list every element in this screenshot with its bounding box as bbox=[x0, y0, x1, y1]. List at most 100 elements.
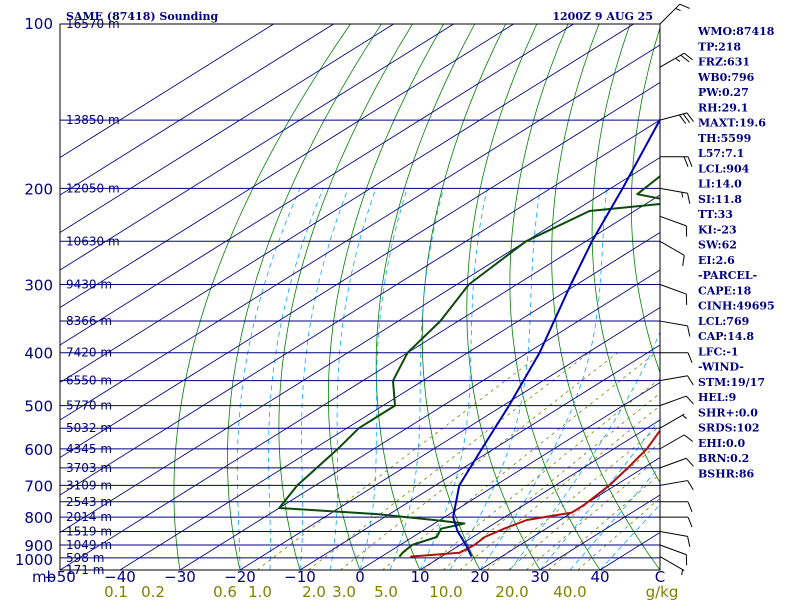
height-label: 1049 m bbox=[66, 538, 112, 552]
mixing-ratio-tick-label: 0.2 bbox=[141, 583, 165, 600]
index-value: TH:5599 bbox=[698, 132, 751, 145]
wind-barb bbox=[659, 375, 694, 386]
wind-barb bbox=[659, 556, 685, 575]
index-value: EI:2.6 bbox=[698, 254, 735, 267]
mixing-ratio-tick-label: 0.6 bbox=[213, 583, 237, 600]
height-label: 8366 m bbox=[66, 314, 112, 328]
wind-barb bbox=[659, 395, 694, 407]
pressure-tick-label: 1000 bbox=[15, 551, 53, 569]
moist-adiabat bbox=[569, 465, 660, 570]
index-value: WB0:796 bbox=[697, 71, 755, 84]
isotherm bbox=[179, 269, 660, 570]
isotherm bbox=[119, 231, 660, 570]
pressure-tick-label: 400 bbox=[24, 345, 53, 363]
temperature-axis: mb−50 −40 −30 −20 −10 0 10 20 30 40 C bbox=[32, 568, 665, 586]
temperature-tick-label: C bbox=[655, 568, 665, 586]
index-value: WMO:87418 bbox=[697, 25, 775, 38]
index-value: LCL:904 bbox=[698, 162, 750, 175]
index-value: TP:218 bbox=[698, 40, 741, 53]
pressure-tick-label: 700 bbox=[24, 477, 53, 495]
pressure-tick-label: 600 bbox=[24, 441, 53, 459]
temperature-axis-unit: mb bbox=[32, 568, 56, 586]
height-label: 9430 m bbox=[66, 278, 112, 292]
temperature-tick-label: 0 bbox=[355, 568, 365, 586]
wind-barb bbox=[660, 516, 693, 528]
index-value: LFC:-1 bbox=[698, 345, 739, 358]
isotherm bbox=[60, 24, 394, 234]
pressure-tick-label: 100 bbox=[24, 15, 53, 33]
mixing-ratio-tick-label: 3.0 bbox=[332, 583, 356, 600]
isotherm bbox=[60, 24, 274, 159]
chart-datetime: 1200Z 9 AUG 25 bbox=[552, 10, 653, 23]
temperature-profile bbox=[410, 428, 660, 558]
chart-title: SAME (87418) Sounding bbox=[66, 10, 219, 23]
index-value: SW:62 bbox=[698, 239, 737, 252]
height-labels: 16570 m 13850 m 12050 m 10630 m 9430 m 8366 m… bbox=[66, 17, 120, 577]
mixing-ratio-tick-label: 40.0 bbox=[553, 583, 586, 600]
wind-barb bbox=[659, 457, 694, 469]
isotherm bbox=[419, 419, 660, 570]
temperature-tick-label: 20 bbox=[470, 568, 489, 586]
moist-adiabat bbox=[389, 188, 445, 570]
index-value: STM:19/17 bbox=[698, 376, 765, 389]
wind-barb bbox=[660, 352, 693, 363]
series-lines bbox=[278, 117, 660, 558]
wind-barb bbox=[659, 544, 688, 566]
isotherm bbox=[479, 456, 660, 570]
height-label: 3109 m bbox=[66, 478, 112, 492]
wind-barb bbox=[659, 530, 691, 547]
height-label: 171 m bbox=[66, 563, 104, 577]
pressure-tick-label: 900 bbox=[24, 537, 53, 555]
index-value: -PARCEL- bbox=[698, 269, 757, 282]
index-value: TT:33 bbox=[698, 208, 733, 221]
index-value: LI:14.0 bbox=[698, 178, 742, 191]
height-label: 6550 m bbox=[66, 374, 112, 388]
temperature-tick-label: −20 bbox=[224, 568, 256, 586]
wind-barb bbox=[659, 320, 691, 337]
index-value: SRDS:102 bbox=[698, 422, 760, 435]
index-value: LCL:769 bbox=[698, 315, 749, 328]
height-label: 16570 m bbox=[66, 17, 120, 31]
index-value: HEL:9 bbox=[698, 391, 736, 404]
mixing-ratio-tick-label: 5.0 bbox=[374, 583, 398, 600]
wind-barb bbox=[659, 480, 694, 490]
isotherm bbox=[299, 344, 660, 570]
isotherm bbox=[60, 24, 334, 196]
index-value: KI:-23 bbox=[698, 223, 737, 236]
pressure-tick-label: 300 bbox=[24, 277, 53, 295]
height-label: 2014 m bbox=[66, 510, 112, 524]
temperature-tick-label: 10 bbox=[410, 568, 429, 586]
temperature-tick-label: −50 bbox=[44, 568, 76, 586]
height-label: 10630 m bbox=[66, 234, 120, 248]
height-label: 7420 m bbox=[66, 346, 112, 360]
pressure-tick-label: 500 bbox=[24, 398, 53, 416]
temperature-tick-label: −40 bbox=[104, 568, 136, 586]
plot-frame bbox=[59, 23, 661, 571]
wind-barb bbox=[659, 240, 685, 267]
wind-barb bbox=[659, 3, 690, 25]
pressure-tick-label: 200 bbox=[24, 180, 53, 198]
index-value: RH:29.1 bbox=[698, 101, 748, 114]
isotherm bbox=[239, 306, 660, 570]
temperature-tick-label: 30 bbox=[530, 568, 549, 586]
mixing-ratio-tick-label: 10.0 bbox=[429, 583, 462, 600]
height-label: 2543 m bbox=[66, 495, 112, 509]
isotherm bbox=[60, 119, 660, 496]
wind-barb bbox=[659, 434, 694, 450]
wind-barb bbox=[659, 52, 694, 68]
temperature-tick-label: 40 bbox=[590, 568, 609, 586]
isotherm bbox=[60, 24, 454, 271]
mixing-ratio-tick-label: 20.0 bbox=[495, 583, 528, 600]
index-value: SI:11.8 bbox=[698, 193, 742, 206]
index-value: CINH:49695 bbox=[698, 300, 775, 313]
isotherm bbox=[359, 381, 660, 570]
height-label: 13850 m bbox=[66, 113, 120, 127]
parcel-profile bbox=[452, 117, 660, 558]
wind-barb bbox=[660, 156, 693, 167]
wind-barb bbox=[659, 187, 691, 204]
wind-barb bbox=[659, 112, 694, 124]
index-value: SHR+:0.0 bbox=[698, 406, 758, 419]
height-label: 5770 m bbox=[66, 399, 112, 413]
